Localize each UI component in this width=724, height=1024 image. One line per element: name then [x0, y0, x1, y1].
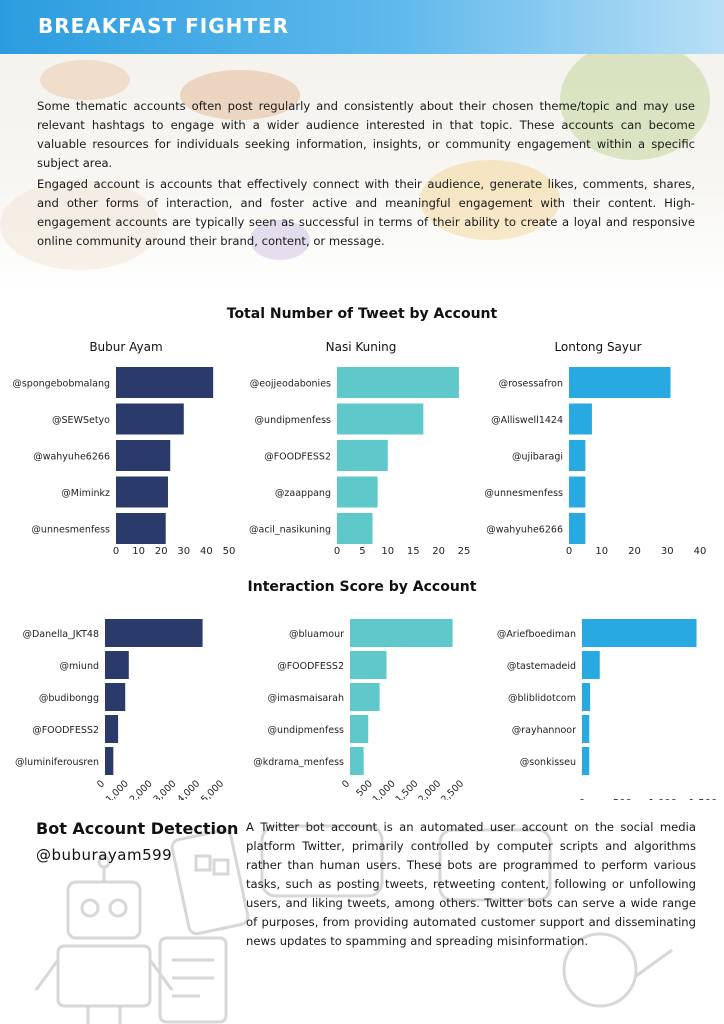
category-label: @ujibaragi [512, 452, 563, 463]
document-icon [160, 938, 226, 1022]
category-label: @rosessafron [499, 379, 563, 390]
bar [116, 513, 166, 544]
category-label: @budibongg [39, 693, 99, 704]
tick-label: 5,000 [199, 778, 226, 800]
category-label: @undipmenfess [268, 725, 345, 736]
tick-label: 10 [595, 546, 608, 557]
category-label: @zaappang [275, 488, 331, 499]
bar [350, 651, 386, 679]
category-label: @bluamour [289, 629, 344, 640]
tick-label: 1,000 [104, 778, 131, 800]
bar [350, 747, 364, 775]
bar [350, 619, 453, 647]
category-label: @FOODFESS2 [277, 661, 344, 672]
tick-label: 15 [407, 546, 420, 557]
category-label: @eojjeodabonies [250, 379, 331, 390]
bar [337, 404, 423, 435]
bot-section-title: Bot Account Detection [36, 819, 238, 838]
bar [582, 747, 589, 775]
bar [582, 651, 600, 679]
tick-label: 50 [223, 546, 236, 557]
category-label: @wahyuhe6266 [33, 452, 110, 463]
tick-label: 25 [458, 546, 471, 557]
category-label: @undipmenfess [255, 415, 332, 426]
category-label: @imasmaisarah [268, 693, 344, 704]
tick-label: 30 [661, 546, 674, 557]
category-label: @acil_nasikuning [249, 525, 331, 536]
bot-description: A Twitter bot account is an automated us… [246, 818, 696, 951]
bar [569, 477, 585, 508]
bar [105, 747, 113, 775]
bar [337, 477, 378, 508]
tick-label: 40 [694, 546, 707, 557]
category-label: @unnesmenfess [31, 525, 110, 536]
category-label: @SEWSetyo [52, 415, 110, 426]
category-label: @wahyuhe6266 [486, 525, 563, 536]
tick-label: 20 [155, 546, 168, 557]
tick-label: 3,000 [152, 778, 179, 800]
category-label: @Miminkz [61, 488, 110, 499]
category-label: @bliblidotcom [508, 693, 576, 704]
chart-title: Bubur Ayam [89, 340, 162, 354]
tick-label: 30 [177, 546, 190, 557]
tick-label: 5 [359, 546, 365, 557]
bar [116, 440, 170, 471]
tick-label: 0 [95, 778, 107, 790]
tick-label: 0 [334, 546, 340, 557]
bar [569, 440, 585, 471]
category-label: @Danella_JKT48 [22, 629, 99, 640]
category-label: @FOODFESS2 [264, 452, 331, 463]
bar [350, 715, 368, 743]
tick-label: 4,000 [175, 778, 202, 800]
bar [569, 404, 592, 435]
bar [337, 440, 388, 471]
bar [116, 367, 213, 398]
category-label: @luminiferousren [15, 757, 99, 768]
category-label: @Ariefboediman [497, 629, 576, 640]
category-label: @Alliswell1424 [491, 415, 563, 426]
tick-label: 20 [432, 546, 445, 557]
category-label: @tastemadeid [507, 661, 576, 672]
charts-canvas: Bubur Ayam @spongebobmalang @SEWSetyo @wahy… [0, 0, 724, 800]
tick-label: 0 [566, 546, 572, 557]
bot-account-handle: @buburayam599 [36, 846, 172, 864]
bar [582, 683, 590, 711]
chart-title: Nasi Kuning [326, 340, 397, 354]
bar [105, 715, 118, 743]
tick-label: 10 [132, 546, 145, 557]
bar [569, 513, 585, 544]
tick-label: 10 [381, 546, 394, 557]
bar [582, 619, 697, 647]
category-label: @kdrama_menfess [253, 757, 344, 768]
bar [337, 513, 373, 544]
tick-label: 2,500 [439, 778, 466, 800]
tick-label: 2,000 [128, 778, 155, 800]
tick-label: 0 [113, 546, 119, 557]
bar [116, 404, 184, 435]
bar [337, 367, 459, 398]
bar [350, 683, 380, 711]
tick-label: 40 [200, 546, 213, 557]
bar [105, 619, 203, 647]
category-label: @spongebobmalang [12, 379, 110, 390]
tick-label: 20 [628, 546, 641, 557]
category-label: @FOODFESS2 [32, 725, 99, 736]
category-label: @miund [60, 661, 99, 672]
bar [582, 715, 589, 743]
phone-icon [171, 829, 250, 935]
category-label: @sonkisseu [520, 757, 576, 768]
tick-label: 0 [340, 778, 352, 790]
chart-title: Lontong Sayur [554, 340, 641, 354]
robot-icon [36, 857, 172, 1024]
bar [105, 683, 125, 711]
category-label: @rayhannoor [512, 725, 576, 736]
bar [105, 651, 129, 679]
bar [569, 367, 671, 398]
category-label: @unnesmenfess [484, 488, 563, 499]
bar [116, 477, 168, 508]
